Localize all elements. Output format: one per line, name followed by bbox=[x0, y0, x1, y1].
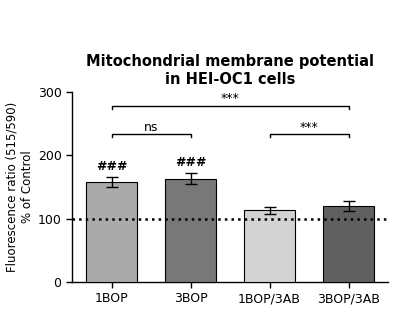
Bar bbox=[86, 182, 137, 282]
Text: ***: *** bbox=[300, 121, 318, 134]
Text: ns: ns bbox=[144, 121, 158, 134]
Text: ###: ### bbox=[96, 160, 127, 173]
Bar bbox=[323, 206, 374, 282]
Text: ***: *** bbox=[221, 92, 239, 105]
Bar bbox=[244, 211, 295, 282]
Title: Mitochondrial membrane potential
in HEI-OC1 cells: Mitochondrial membrane potential in HEI-… bbox=[86, 54, 374, 87]
Y-axis label: Fluorescence ratio (515/590)
% of Control: Fluorescence ratio (515/590) % of Contro… bbox=[6, 102, 34, 272]
Bar bbox=[165, 179, 216, 282]
Text: ###: ### bbox=[175, 156, 206, 169]
